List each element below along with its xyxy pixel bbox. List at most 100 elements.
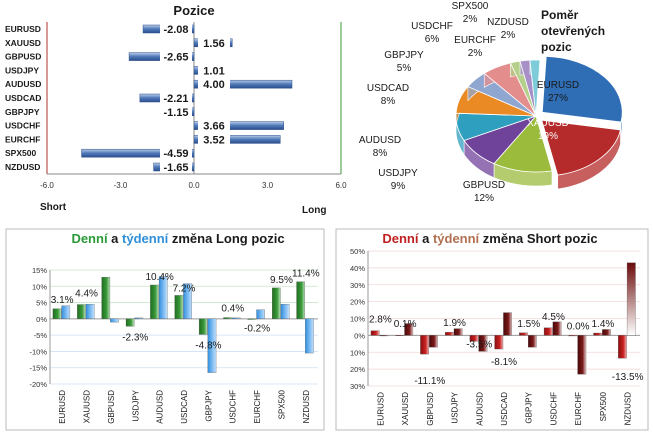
change-bar: [52, 308, 62, 320]
position-category-label: XAUUSD: [5, 38, 41, 48]
change-bar: [379, 335, 389, 337]
change-category-label: EURCHF: [253, 390, 262, 423]
change-bar: [150, 284, 159, 320]
position-category-label: GBPJPY: [5, 107, 40, 117]
position-category-label: GBPUSD: [5, 52, 41, 62]
change-data-label: -0.2%: [244, 324, 270, 335]
position-category-label: AUDUSD: [5, 79, 41, 89]
change-data-label: 4.5%: [542, 312, 565, 323]
position-category-label: EURCHF: [5, 134, 40, 144]
change-bar: [469, 335, 479, 342]
y-tick-label: -15%: [29, 364, 47, 373]
short-change-chart: Denní a týdenní změna Short pozic 50% 40%…: [335, 228, 649, 431]
y-tick-label: 10%: [350, 315, 365, 324]
position-value-box: [198, 134, 230, 145]
position-value-label: 1.01: [203, 65, 224, 77]
pie-slice: [541, 55, 623, 123]
change-category-label: AUDUSD: [156, 390, 165, 424]
position-category-label: USDCHF: [5, 121, 40, 131]
position-value-box: [160, 93, 192, 103]
positions-title: Pozice: [173, 3, 214, 18]
long-change-chart: Denní a týdenní změna Long pozic 15% 10% 5…: [5, 228, 325, 431]
position-value-box: [160, 51, 192, 62]
pie-slice-name: EURCHF: [454, 35, 496, 46]
change-bar: [174, 295, 184, 320]
change-data-label: 10.4%: [145, 272, 173, 283]
position-bar: [193, 135, 281, 144]
pie-slice-name: USDJPY: [378, 168, 418, 179]
position-x-tick: -3.0: [114, 181, 128, 190]
position-value-box: [160, 106, 192, 117]
y-tick-label: 0%: [36, 315, 47, 324]
y-tick-label: 40%: [350, 264, 365, 273]
change-bar: [618, 335, 627, 359]
pie-slice: [529, 59, 541, 117]
change-bar: [626, 262, 636, 336]
y-tick-label: 20%: [350, 365, 365, 374]
position-category-label: USDJPY: [5, 65, 39, 75]
change-bar: [568, 335, 578, 337]
y-tick-label: 5%: [36, 299, 47, 308]
position-value-label: -1.65: [163, 162, 188, 174]
pie-slice-name: USDCHF: [411, 21, 453, 32]
change-category-label: SPX500: [277, 389, 286, 419]
change-bar: [247, 318, 257, 320]
long-change-frame: [5, 228, 325, 431]
pie-slice-name: GBPUSD: [463, 180, 505, 191]
change-bar: [503, 312, 512, 336]
change-bar: [577, 335, 587, 375]
pie-slice-name: USDCAD: [367, 83, 409, 94]
pie-slice-percent: 8%: [381, 96, 396, 107]
y-tick-label: 15%: [32, 266, 47, 275]
position-value-label: -4.59: [163, 148, 188, 160]
pie-slice-percent: 6%: [425, 34, 440, 45]
pie-title-line: Poměr: [541, 8, 579, 22]
position-bar: [193, 121, 284, 130]
change-data-label: -13.5%: [612, 372, 644, 383]
ratio-pie-chart: Poměr otevřených pozic EURUSD 27% XAUUSD 19% G…: [359, 1, 623, 204]
change-category-label: NZDUSD: [302, 390, 311, 424]
pie-slice-percent: 2%: [463, 14, 478, 25]
position-value-label: 3.66: [203, 121, 224, 133]
change-data-label: 0.0%: [567, 321, 590, 332]
change-bar: [223, 317, 232, 320]
change-bar: [420, 335, 429, 355]
pie-slice-name: GBPJPY: [384, 50, 424, 61]
y-tick-label: -5%: [34, 331, 48, 340]
change-bar: [429, 335, 438, 348]
pie-slice-percent: 19%: [538, 131, 558, 142]
position-x-tick: 3.0: [262, 181, 274, 190]
change-data-label: 3.1%: [51, 295, 74, 306]
change-data-label: 4.4%: [75, 289, 98, 300]
change-bar: [77, 304, 86, 320]
short-label: Short: [40, 202, 67, 213]
change-category-label: USDCHF: [549, 392, 558, 425]
change-bar: [101, 277, 111, 320]
change-bar: [134, 317, 144, 320]
position-value-box: [198, 37, 230, 48]
position-value-box: [160, 148, 192, 159]
y-tick-label: -10%: [29, 347, 47, 356]
change-bar: [444, 332, 454, 336]
position-value-label: -2.65: [163, 52, 188, 64]
pie-slice-percent: 12%: [474, 193, 494, 204]
change-bar: [198, 318, 208, 335]
change-bar: [272, 287, 281, 320]
pie-slice: [493, 115, 553, 173]
position-category-label: EURUSD: [5, 24, 41, 34]
position-value-label: 3.52: [203, 134, 224, 146]
change-data-label: 0.1%: [394, 319, 417, 330]
long-label: Long: [302, 205, 326, 216]
change-category-label: USDJPY: [131, 389, 140, 421]
change-data-label: 11.4%: [292, 269, 320, 280]
pie-slice-percent: 2%: [468, 48, 483, 59]
position-value-box: [160, 162, 192, 172]
pie-slice: [541, 119, 621, 176]
position-bar: [81, 148, 195, 158]
pie-slice-percent: 5%: [397, 63, 412, 74]
change-bar: [85, 304, 95, 320]
change-data-label: -2.3%: [122, 332, 148, 343]
y-tick-label: 30%: [350, 382, 365, 391]
change-bar: [404, 323, 414, 336]
change-category-label: GBPUSD: [107, 390, 116, 424]
